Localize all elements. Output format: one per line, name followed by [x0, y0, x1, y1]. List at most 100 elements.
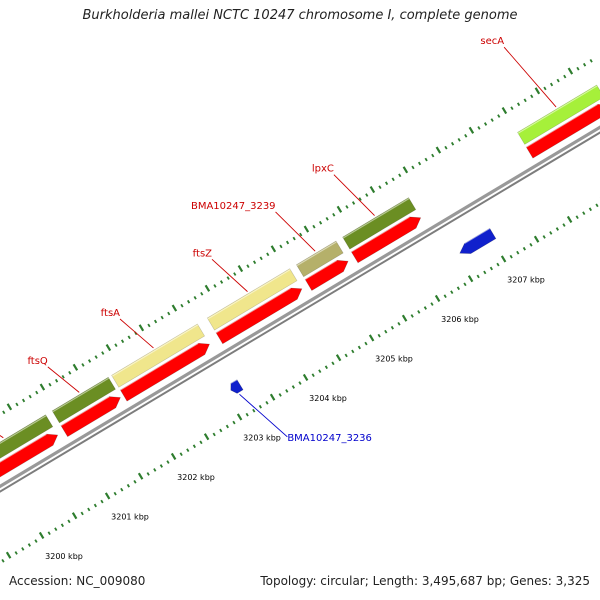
inner-tick — [67, 519, 71, 524]
inner-tick — [588, 207, 592, 212]
cds-arrow — [215, 287, 303, 345]
outer-tick — [160, 315, 164, 320]
inner-tick — [179, 452, 183, 457]
inner-tick — [595, 203, 599, 208]
inner-tick — [137, 472, 144, 480]
outer-tick — [325, 216, 329, 221]
inner-tick — [100, 499, 104, 504]
scale-label: 3203 kbp — [243, 433, 281, 442]
cog-highlight — [207, 269, 291, 320]
inner-tick — [285, 389, 289, 393]
topology-text: Topology: circular; — [260, 574, 369, 588]
cds-track — [0, 103, 600, 478]
cds-arrow — [119, 342, 210, 402]
cog-block — [111, 323, 206, 388]
cds-arrow-highlight — [304, 259, 338, 280]
backbone-line — [0, 125, 600, 489]
inner-tick — [500, 255, 507, 263]
outer-tick — [54, 378, 59, 383]
label-leader — [0, 434, 4, 439]
inner-tick — [483, 270, 487, 275]
outer-tick — [431, 153, 435, 158]
length-text: Length: 3,495,687 bp; — [372, 574, 507, 588]
inner-tick — [54, 527, 58, 532]
cds-arrow-highlight — [350, 216, 410, 253]
outer-tick — [28, 394, 32, 399]
cog-block — [51, 376, 116, 424]
inner-tick — [236, 413, 243, 421]
inner-tick — [21, 547, 25, 551]
inner-tick — [265, 400, 269, 405]
inner-tick — [549, 231, 553, 235]
outer-tick — [411, 165, 415, 170]
outer-tick — [167, 311, 171, 316]
outer-tick — [398, 173, 402, 178]
outer-tick — [435, 146, 442, 154]
outer-tick — [266, 252, 270, 257]
cog-block — [295, 240, 344, 278]
label-leader — [275, 211, 316, 252]
gene-label-ftsa: ftsA — [101, 308, 120, 319]
inner-tick — [456, 286, 460, 291]
inner-tick — [476, 274, 480, 279]
outer-tick — [153, 319, 158, 324]
outer-tick — [477, 126, 481, 130]
outer-tick — [534, 87, 541, 95]
outer-tick — [336, 205, 343, 213]
cds-arrow — [304, 259, 349, 291]
inner-tick — [47, 531, 51, 536]
cds-arrow-highlight — [215, 287, 291, 334]
outer-tick — [497, 114, 501, 118]
inner-tick — [533, 235, 540, 243]
outer-tick — [444, 145, 448, 150]
inner-tick — [368, 334, 375, 342]
gene-label-reverse: BMA10247_3236 — [287, 433, 372, 444]
inner-tick — [423, 306, 427, 310]
inner-tick — [186, 448, 190, 453]
label-leader — [333, 174, 375, 216]
inner-tick — [555, 227, 559, 231]
outer-tick — [501, 106, 508, 115]
inner-tick — [38, 531, 45, 540]
inner-tick — [496, 262, 500, 267]
inner-tick — [80, 511, 84, 516]
outer-tick — [120, 339, 125, 344]
inner-tick — [397, 321, 401, 326]
cog-highlight — [111, 324, 199, 377]
outer-tick — [576, 66, 580, 71]
outer-tick — [101, 351, 105, 355]
outer-tick — [549, 82, 554, 87]
accession-text: Accession: NC_009080 — [9, 574, 146, 588]
outer-tick — [127, 335, 131, 340]
inner-tick — [509, 254, 513, 259]
outer-tick — [582, 62, 587, 67]
inner-tick — [126, 483, 130, 488]
inner-tick — [467, 275, 474, 283]
inner-tick — [199, 440, 203, 445]
reverse-feature-arrow — [459, 227, 497, 254]
inner-tick — [377, 333, 381, 338]
outer-tick — [171, 304, 178, 312]
scale-label: 3202 kbp — [177, 473, 215, 482]
outer-tick — [219, 280, 224, 284]
inner-tick — [522, 246, 526, 251]
inner-tick — [357, 345, 361, 350]
gene-labels: ddlftsQftsAftsZBMA10247_3239lpxCsecABMA1… — [0, 36, 557, 444]
scale-label: 3205 kbp — [375, 354, 413, 363]
cds-arrow — [60, 396, 121, 438]
inner-tick — [170, 452, 177, 461]
outer-tick — [543, 86, 547, 91]
inner-tick — [252, 408, 256, 413]
gene-label-bma10247_3239: BMA10247_3239 — [191, 201, 276, 212]
inner-tick — [582, 211, 586, 216]
outer-tick — [270, 245, 277, 253]
cog-highlight — [0, 415, 47, 444]
chromosome-backbone — [0, 125, 600, 493]
outer-tick — [2, 410, 6, 415]
inner-tick — [364, 341, 368, 346]
inner-tick — [120, 487, 124, 492]
cds-arrow-highlight — [525, 103, 598, 148]
outer-tick — [48, 382, 52, 387]
cog-highlight — [517, 85, 598, 134]
inner-tick — [450, 290, 454, 295]
